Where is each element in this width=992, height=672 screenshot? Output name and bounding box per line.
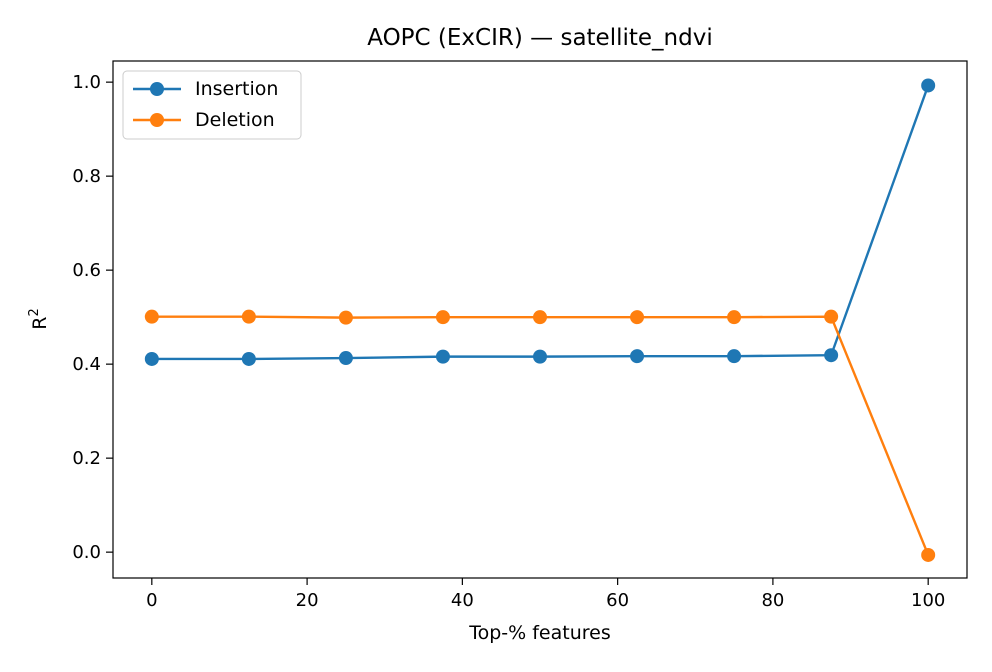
y-tick-label: 0.0 — [72, 542, 101, 563]
data-point-insertion — [435, 349, 450, 364]
x-tick-label: 60 — [606, 590, 629, 611]
y-axis-label-base: R — [29, 317, 51, 330]
data-point-deletion — [824, 309, 839, 324]
data-point-deletion — [533, 310, 547, 325]
x-tick-label: 0 — [146, 590, 157, 611]
x-tick-label: 40 — [451, 590, 474, 611]
legend-marker-insertion — [150, 82, 164, 96]
data-point-deletion — [727, 310, 742, 325]
plot-frame — [112, 60, 968, 579]
data-point-deletion — [338, 310, 353, 325]
y-tick-label: 1.0 — [72, 72, 101, 93]
x-tick-label: 100 — [911, 590, 945, 611]
y-tick-label: 0.2 — [72, 448, 101, 469]
data-point-insertion — [241, 351, 256, 366]
legend-marker-deletion — [150, 113, 164, 127]
data-point-insertion — [144, 351, 159, 366]
y-axis-label-superscript: 2 — [27, 308, 42, 316]
x-axis: 0 20 40 60 80 100 — [146, 578, 945, 611]
data-point-insertion — [921, 78, 936, 93]
data-point-insertion — [727, 349, 742, 364]
y-tick-label: 0.8 — [72, 166, 101, 187]
data-point-insertion — [338, 351, 353, 366]
legend-label-insertion: Insertion — [195, 78, 278, 100]
y-tick-label: 0.6 — [72, 260, 101, 281]
data-point-insertion — [824, 348, 839, 363]
y-axis-label: R2 — [27, 308, 51, 329]
data-point-deletion — [435, 310, 450, 325]
data-point-insertion — [630, 349, 645, 364]
y-tick-label: 0.4 — [72, 354, 101, 375]
x-axis-label: Top-% features — [468, 622, 611, 644]
data-point-deletion — [921, 547, 936, 562]
legend: Insertion Deletion — [122, 70, 302, 140]
data-point-deletion — [241, 309, 256, 324]
data-point-insertion — [533, 349, 547, 364]
chart-title: AOPC (ExCIR) — satellite_ndvi — [367, 25, 712, 51]
data-point-deletion — [630, 310, 645, 325]
y-axis: 0.0 0.2 0.4 0.6 0.8 1.0 — [72, 72, 113, 563]
x-tick-label: 80 — [761, 590, 784, 611]
data-point-deletion — [144, 309, 159, 324]
x-tick-label: 20 — [296, 590, 319, 611]
legend-label-deletion: Deletion — [195, 109, 275, 131]
data-layer — [144, 78, 936, 562]
